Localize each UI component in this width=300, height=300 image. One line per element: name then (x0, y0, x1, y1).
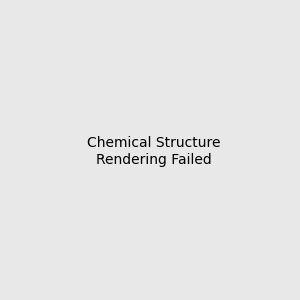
Text: Chemical Structure
Rendering Failed: Chemical Structure Rendering Failed (87, 136, 220, 166)
